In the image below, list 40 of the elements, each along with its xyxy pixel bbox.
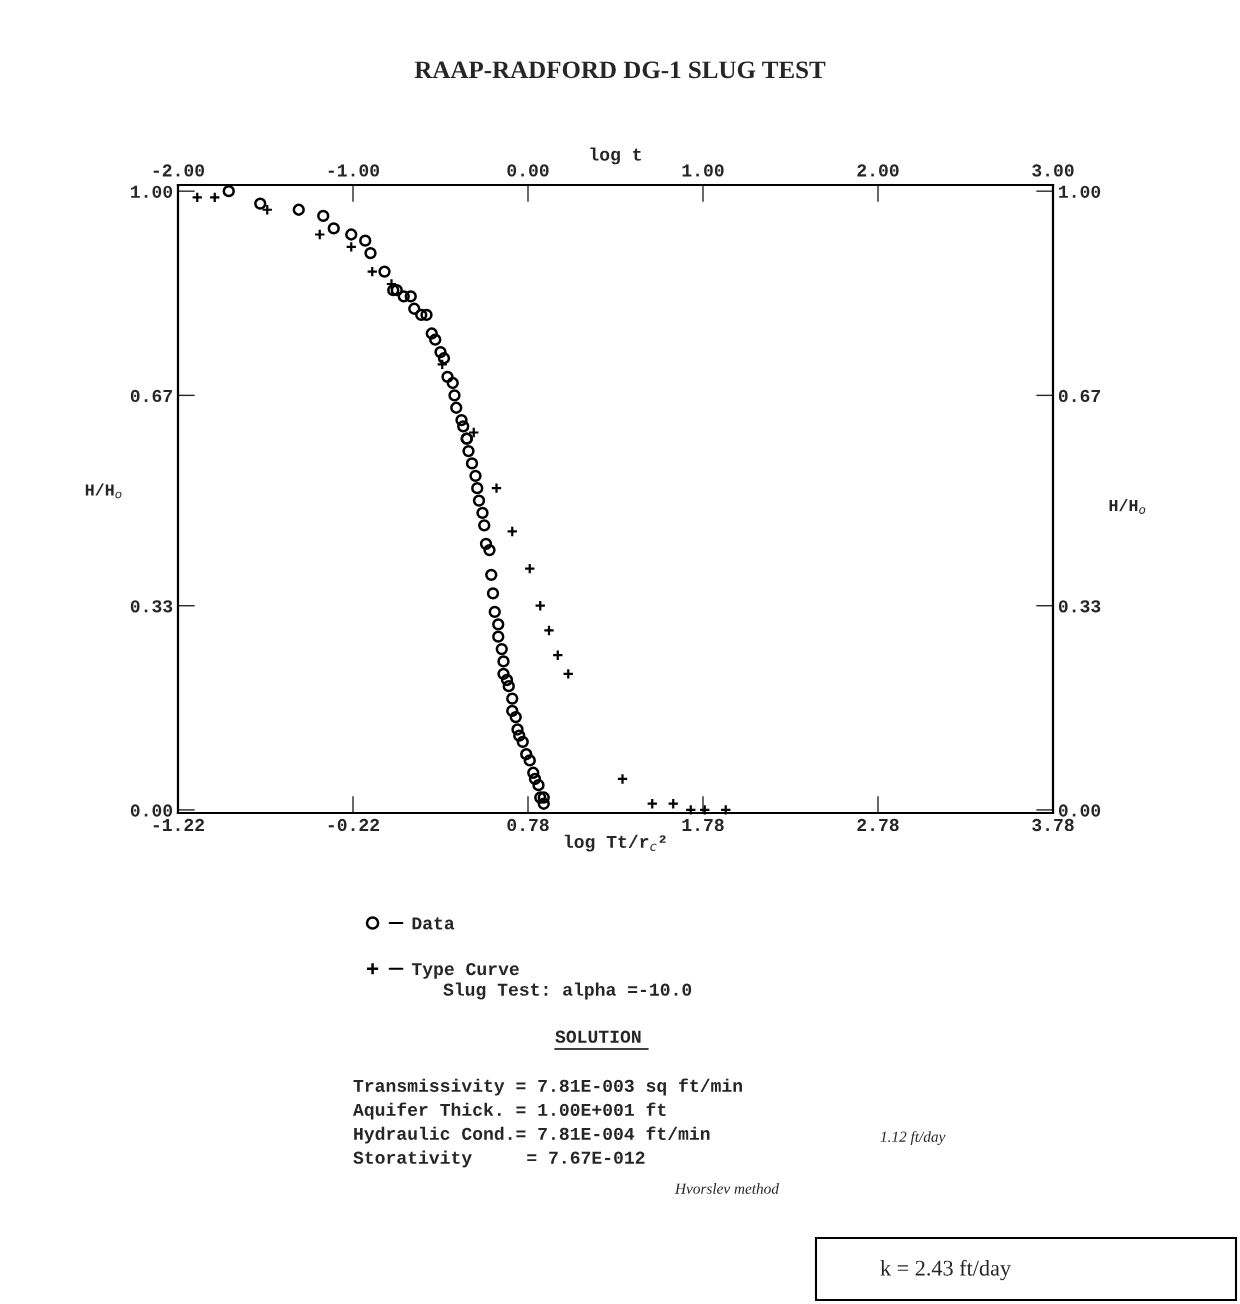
x2-tick-label: 2.00: [857, 164, 899, 177]
text: Hydraulic Cond.= 7.81E-004 ft/min: [354, 1126, 710, 1144]
x-tick-label: 0.78: [507, 818, 549, 832]
x-axis-title: log Tt/r$_{c}$²: [564, 834, 666, 852]
x2-axis-title: log t: [590, 147, 641, 165]
chart-title: RAAP-RADFORD DG-1 SLUG TEST: [414, 61, 826, 79]
x2-tick-label: 0.00: [507, 164, 549, 177]
x-tick-label: -0.22: [328, 818, 380, 832]
x2-tick-label: 3.00: [1032, 164, 1074, 177]
y-tick-label: 0.33: [130, 600, 173, 613]
y-axis-title: H/H$_{o}$: [85, 483, 122, 499]
x2-tick-label: -1.00: [328, 164, 380, 177]
y2-tick-label: 0.00: [1058, 804, 1101, 817]
y-tick-label: 1.00: [131, 185, 173, 198]
y2-tick-label: 0.33: [1058, 600, 1101, 613]
point: [490, 482, 503, 494]
legend-label: Type Curve: [411, 962, 519, 979]
x-tick-label: 3.78: [1032, 818, 1074, 832]
legend-label: Data: [412, 917, 455, 930]
text: Transmissivity = 7.81E-003 sq ft/min: [353, 1078, 742, 1096]
point: [543, 624, 555, 637]
x2-tick-label: 1.00: [682, 164, 724, 177]
x-tick-label: 2.78: [857, 818, 899, 832]
y-tick-label: 0.67: [130, 389, 172, 403]
y2-tick-label: 0.67: [1058, 389, 1100, 403]
y2-tick-label: 1.00: [1059, 185, 1101, 198]
point: [616, 773, 629, 785]
x-tick-label: 1.78: [682, 818, 724, 832]
text: k = 2.43 ft/day: [880, 1259, 1011, 1281]
text: SOLUTION: [555, 1030, 641, 1043]
x-tick-label: -1.22: [153, 818, 205, 831]
text: Storativity = 7.67E-012: [353, 1150, 645, 1168]
point: [385, 278, 398, 290]
text: 1.12 ft/day: [880, 1130, 946, 1146]
text: Slug Test: alpha =-10.0: [443, 982, 692, 1000]
text: Aquifer Thick. = 1.00E+001 ft: [353, 1102, 666, 1120]
x2-tick-label: -2.00: [153, 164, 205, 177]
y2-axis-title: H/H$_{o}$: [1109, 498, 1146, 514]
text: Hvorslev method: [674, 1183, 779, 1194]
y-tick-label: 0.00: [130, 804, 173, 817]
